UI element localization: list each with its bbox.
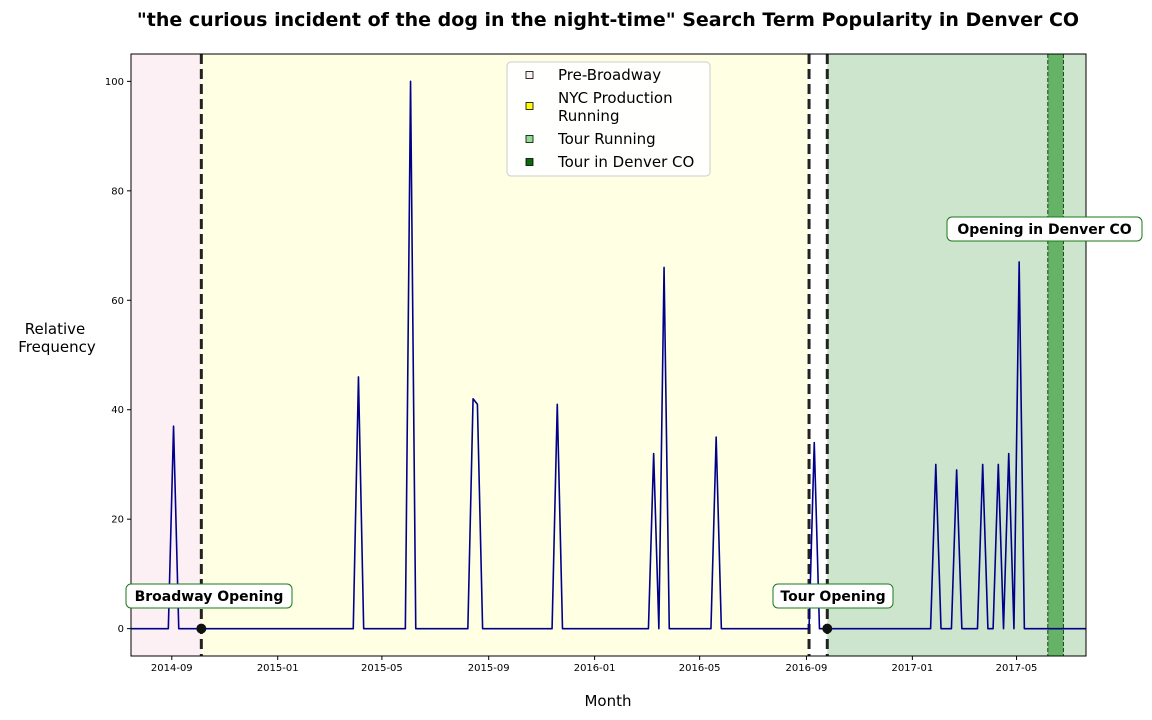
region-3 — [1047, 54, 1064, 656]
legend-label-1-line-1: Running — [558, 107, 619, 125]
annotation-box-2 — [946, 216, 1143, 242]
y-tick-label-1: 20 — [111, 515, 124, 526]
region-2 — [827, 54, 1086, 656]
chart-title: "the curious incident of the dog in the … — [137, 9, 1079, 31]
annotation-label-0: Broadway Opening — [135, 589, 284, 605]
series-line-group — [131, 80, 1086, 630]
x-tick-label-4: 2016-01 — [574, 663, 616, 674]
legend-label-3: Tour in Denver CO — [557, 153, 694, 171]
annotation-label-2: Opening in Denver CO — [957, 222, 1131, 238]
series-line-0 — [131, 80, 1086, 630]
annotation-box-0 — [125, 583, 293, 609]
legend-label-2: Tour Running — [557, 130, 656, 148]
annotations: Broadway Opening Tour Opening Opening in D… — [125, 216, 1143, 609]
y-axis-label-line-2: Frequency — [18, 338, 96, 356]
legend-label-1-line-0: NYC Production — [558, 89, 673, 107]
legend-swatch-1 — [525, 102, 534, 110]
legend-swatch-3 — [525, 158, 534, 166]
x-tick-label-6: 2016-09 — [786, 663, 828, 674]
x-tick-label-2: 2015-05 — [361, 663, 403, 674]
legend-swatch-2 — [525, 135, 534, 143]
y-tick-label-3: 60 — [111, 296, 124, 307]
plot-frame — [130, 53, 1087, 657]
event-point-1 — [822, 623, 833, 634]
event-points — [196, 623, 833, 634]
annotation-box-1 — [772, 583, 894, 609]
y-tick-label-5: 100 — [105, 77, 124, 88]
x-tick-label-5: 2016-05 — [679, 663, 721, 674]
legend-swatch-0 — [525, 71, 534, 79]
event-point-0 — [196, 623, 207, 634]
legend-label-0: Pre-Broadway — [558, 66, 661, 84]
x-tick-label-0: 2014-09 — [151, 663, 193, 674]
y-tick-label-0: 0 — [118, 624, 124, 635]
legend-box — [506, 61, 711, 177]
x-tick-label-3: 2015-09 — [468, 663, 510, 674]
y-tick-label-4: 80 — [111, 186, 124, 197]
x-tick-label-7: 2017-01 — [891, 663, 933, 674]
y-axis-label-line-1: Relative — [25, 320, 86, 338]
x-axis-label: Month — [584, 692, 631, 710]
x-tick-label-8: 2017-05 — [996, 663, 1038, 674]
x-tick-label-1: 2015-01 — [257, 663, 299, 674]
annotation-label-1: Tour Opening — [780, 589, 885, 605]
y-tick-label-2: 40 — [111, 405, 124, 416]
region-0 — [131, 54, 202, 656]
axes: 0 20 40 60 80 100 2014-09 2015-01 2015-05 2015-09… — [105, 53, 1087, 674]
region-1 — [201, 54, 810, 656]
event-lines — [199, 54, 829, 656]
